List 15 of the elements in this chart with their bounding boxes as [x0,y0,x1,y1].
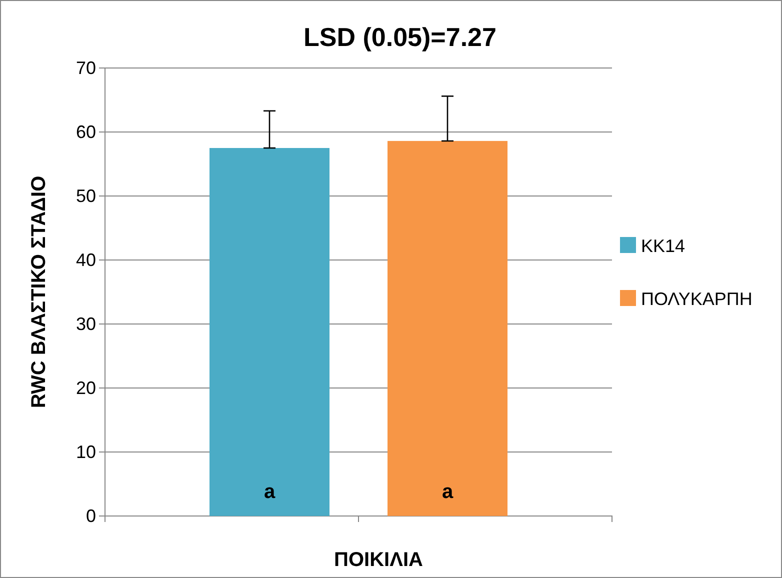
legend-label: KK14 [641,236,686,256]
y-tick-label: 70 [76,58,96,78]
y-tick-label: 50 [76,186,96,206]
y-tick-label: 40 [76,250,96,270]
annotation: a [264,481,276,503]
legend-label: ΠΟΛΥΚΑΡΠΗ [641,289,752,309]
y-tick-label: 0 [86,506,96,526]
y-tick-label: 30 [76,314,96,334]
y-tick-label: 60 [76,122,96,142]
annotation: a [442,481,454,503]
y-tick-label: 10 [76,442,96,462]
x-axis-title: ΠΟΙΚΙΛΙΑ [334,549,423,571]
y-tick-label: 20 [76,378,96,398]
chart-title: LSD (0.05)=7.27 [304,22,496,52]
y-axis-title: RWC ΒΛΑΣΤΙΚΟ ΣΤΑΔΙΟ [28,176,50,408]
